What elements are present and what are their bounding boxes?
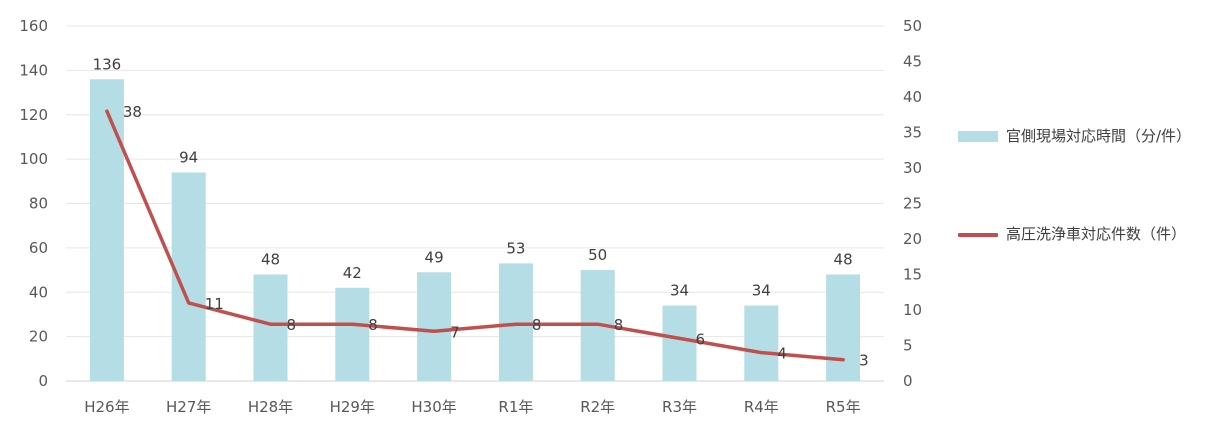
left-tick-label: 120 bbox=[19, 106, 48, 124]
line-data-label: 8 bbox=[368, 316, 378, 334]
line-path bbox=[105, 109, 845, 362]
line-point bbox=[105, 109, 109, 113]
right-tick-label: 40 bbox=[903, 88, 922, 106]
x-tick-label: R2年 bbox=[580, 398, 615, 416]
line-data-label: 7 bbox=[450, 323, 460, 341]
bar bbox=[498, 263, 533, 381]
line-data-label: 8 bbox=[287, 316, 297, 334]
line-point bbox=[596, 322, 600, 326]
line-point bbox=[350, 322, 354, 326]
bar bbox=[662, 305, 697, 381]
bar bbox=[253, 274, 288, 381]
legend-swatch-bar bbox=[958, 131, 998, 142]
right-tick-label: 45 bbox=[903, 53, 922, 71]
x-tick-label: R4年 bbox=[744, 398, 779, 416]
line-data-label: 8 bbox=[614, 316, 624, 334]
x-tick-label: H28年 bbox=[248, 398, 293, 416]
bar-data-label: 136 bbox=[93, 55, 122, 73]
x-tick-label: H26年 bbox=[84, 398, 129, 416]
legend-item-line: 高圧洗浄車対応件数（件） bbox=[958, 224, 1198, 245]
line-data-label: 8 bbox=[532, 316, 542, 334]
line-point bbox=[678, 336, 681, 340]
left-tick-label: 100 bbox=[19, 150, 48, 168]
left-tick-label: 40 bbox=[29, 283, 48, 301]
left-tick-label: 140 bbox=[19, 61, 48, 79]
bar-data-label: 49 bbox=[425, 248, 444, 266]
bar-data-label: 50 bbox=[588, 246, 607, 264]
left-tick-label: 60 bbox=[29, 239, 48, 257]
x-tick-label: H29年 bbox=[330, 398, 375, 416]
right-tick-label: 35 bbox=[903, 124, 922, 142]
line-data-labels: 38 11 8 8 7 8 8 6 4 3 bbox=[123, 103, 869, 370]
left-axis-ticks: 0 20 40 60 80 100 120 140 160 bbox=[19, 17, 48, 390]
bar-data-label: 34 bbox=[752, 282, 771, 300]
bar bbox=[744, 305, 779, 381]
line-data-label: 6 bbox=[696, 330, 706, 348]
right-tick-label: 30 bbox=[903, 159, 922, 177]
legend-line: 高圧洗浄車対応件数（件） bbox=[958, 224, 1198, 245]
line-series bbox=[105, 109, 845, 362]
bar-data-labels: 136 94 48 42 49 53 50 34 34 48 bbox=[93, 55, 853, 299]
left-tick-label: 160 bbox=[19, 17, 48, 35]
bar-series bbox=[89, 79, 861, 381]
bar-data-label: 94 bbox=[179, 148, 198, 166]
right-tick-label: 5 bbox=[903, 337, 913, 355]
bar bbox=[335, 287, 370, 381]
right-tick-label: 15 bbox=[903, 266, 922, 284]
bar-data-label: 34 bbox=[670, 282, 689, 300]
right-tick-label: 10 bbox=[903, 301, 922, 319]
bar bbox=[89, 79, 124, 381]
right-tick-label: 25 bbox=[903, 195, 922, 213]
left-tick-label: 80 bbox=[29, 195, 48, 213]
line-data-label: 4 bbox=[777, 345, 787, 363]
legend-item-bar: 官側現場対応時間（分/件） bbox=[958, 126, 1198, 147]
legend-label-bar: 官側現場対応時間（分/件） bbox=[1006, 127, 1192, 145]
bar-data-label: 53 bbox=[506, 239, 525, 257]
line-point bbox=[514, 322, 518, 326]
line-point bbox=[841, 358, 845, 362]
left-tick-label: 0 bbox=[38, 372, 48, 390]
bar-data-label: 42 bbox=[343, 264, 362, 282]
bar bbox=[826, 274, 861, 381]
x-tick-label: H27年 bbox=[166, 398, 211, 416]
bar-data-label: 48 bbox=[834, 251, 853, 269]
right-tick-label: 0 bbox=[903, 372, 913, 390]
legend-swatch-line bbox=[958, 233, 998, 237]
line-data-label: 11 bbox=[205, 295, 224, 313]
right-tick-label: 50 bbox=[903, 17, 922, 35]
line-data-label: 38 bbox=[123, 103, 142, 121]
legend: 官側現場対応時間（分/件） bbox=[958, 126, 1198, 147]
x-axis-ticks: H26年 H27年 H28年 H29年 H30年 R1年 R2年 R3年 R4年 R5年 bbox=[84, 398, 860, 416]
x-tick-label: R1年 bbox=[498, 398, 533, 416]
line-point bbox=[269, 322, 272, 326]
x-tick-label: H30年 bbox=[411, 398, 456, 416]
right-tick-label: 20 bbox=[903, 230, 922, 248]
line-point bbox=[759, 351, 763, 355]
right-axis-ticks: 0 5 10 15 20 25 30 35 40 45 50 bbox=[903, 17, 922, 390]
x-tick-label: R5年 bbox=[826, 398, 861, 416]
x-tick-label: R3年 bbox=[662, 398, 697, 416]
bar bbox=[417, 272, 452, 381]
left-tick-label: 20 bbox=[29, 328, 48, 346]
line-point bbox=[432, 329, 436, 333]
line-data-label: 3 bbox=[859, 352, 869, 370]
bar-data-label: 48 bbox=[261, 251, 280, 269]
line-point bbox=[187, 301, 191, 305]
legend-label-line: 高圧洗浄車対応件数（件） bbox=[1006, 225, 1187, 243]
